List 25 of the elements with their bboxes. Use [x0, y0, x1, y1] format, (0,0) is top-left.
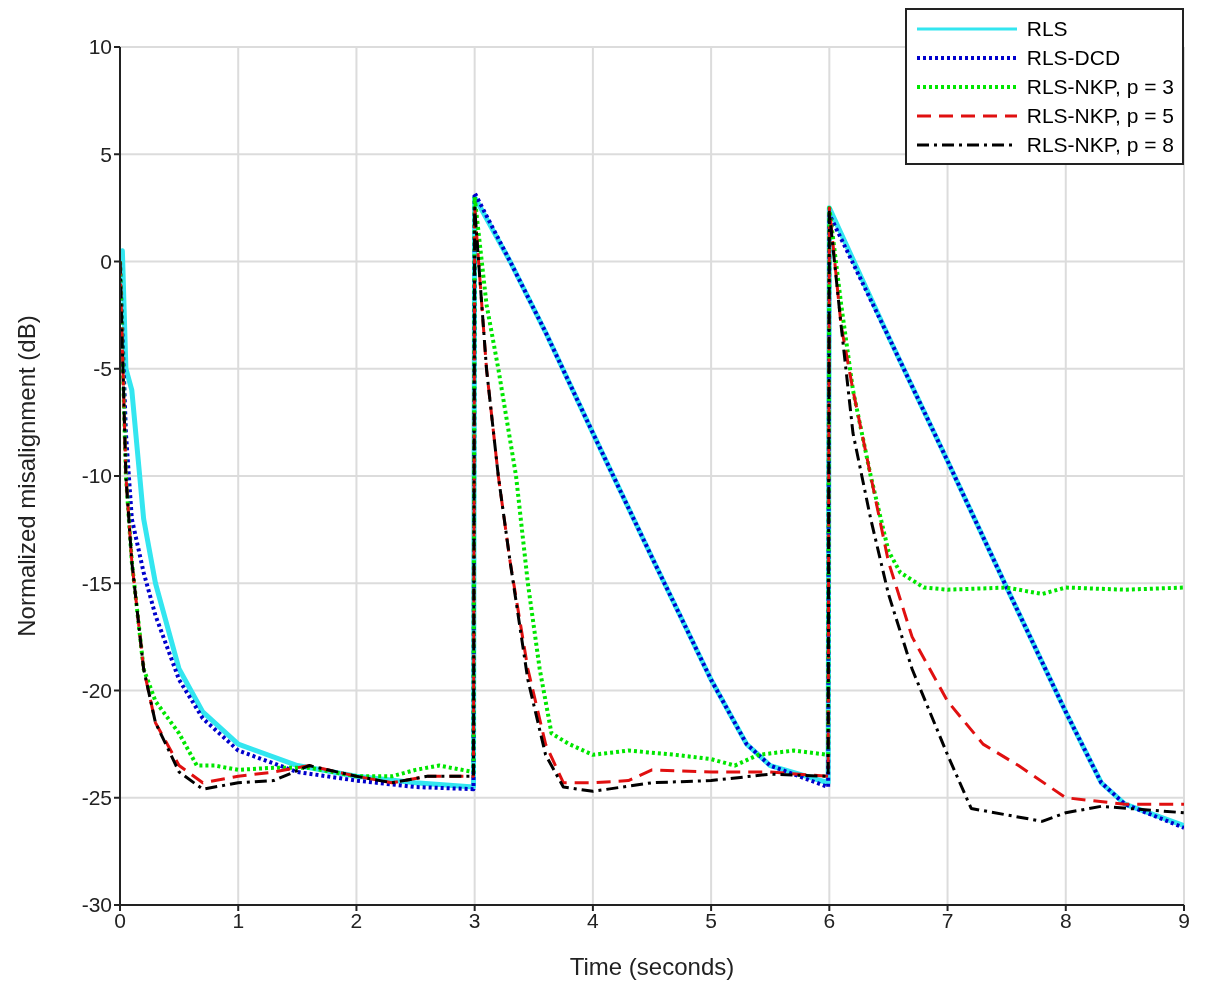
x-tick-label: 6	[823, 908, 836, 932]
y-tick-label: 0	[100, 249, 112, 273]
legend-label: RLS	[1026, 16, 1068, 41]
x-tick-label: 7	[941, 908, 954, 932]
x-tick-label: 1	[232, 908, 245, 932]
x-tick-label: 4	[587, 908, 600, 932]
legend-label: RLS-NKP, p = 5	[1026, 103, 1174, 128]
x-axis-title: Time (seconds)	[569, 953, 735, 980]
x-tick-label: 2	[350, 908, 363, 932]
y-tick-label: -25	[81, 786, 112, 810]
y-tick-label: -30	[81, 893, 112, 917]
x-tick-label: 3	[468, 908, 481, 932]
y-tick-label: -20	[81, 678, 112, 702]
x-tick-label: 5	[705, 908, 717, 932]
legend-label: RLS-DCD	[1026, 45, 1121, 70]
x-tick-label: 9	[1178, 908, 1190, 932]
y-tick-label: -15	[81, 571, 112, 595]
y-axis-title: Normalized misalignment (dB)	[12, 315, 40, 637]
legend-label: RLS-NKP, p = 8	[1026, 132, 1174, 157]
y-tick-label: -10	[81, 464, 112, 488]
x-tick-label: 8	[1059, 908, 1072, 932]
y-tick-label: 5	[100, 142, 112, 166]
y-tick-label: 10	[88, 35, 112, 59]
y-tick-label: -5	[93, 357, 112, 381]
legend-label: RLS-NKP, p = 3	[1026, 74, 1174, 99]
